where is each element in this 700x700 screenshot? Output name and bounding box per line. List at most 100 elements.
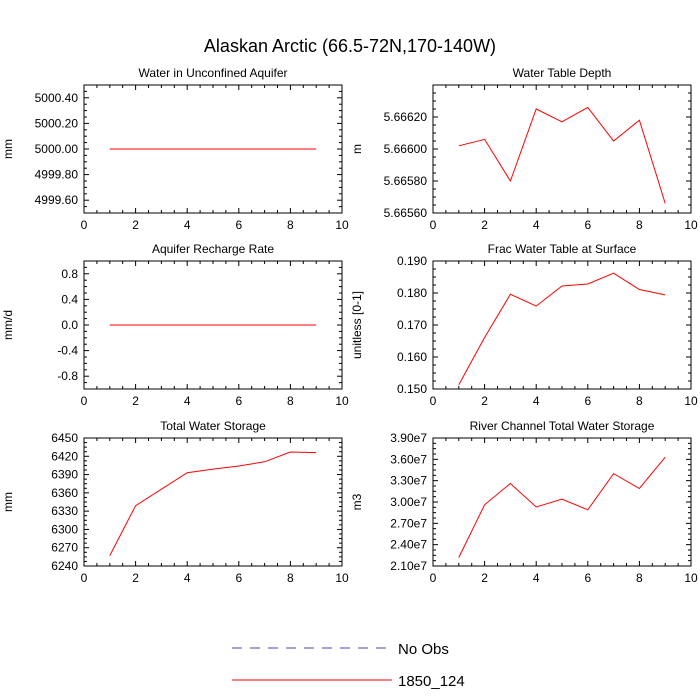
y-tick-label: 3.00e7: [390, 495, 427, 509]
y-tick-label: 6360: [51, 486, 78, 500]
x-tick-label: 4: [533, 571, 540, 585]
y-tick-label: 0.4: [61, 292, 78, 306]
y-tick-label: 2.10e7: [390, 559, 427, 573]
panel-title: Frac Water Table at Surface: [488, 242, 637, 256]
x-tick-label: 2: [132, 218, 139, 232]
y-axis-label: mm/d: [1, 310, 15, 340]
x-tick-label: 6: [584, 394, 591, 408]
y-tick-label: 2.40e7: [390, 538, 427, 552]
x-tick-label: 2: [481, 571, 488, 585]
x-tick-label: 0: [430, 571, 437, 585]
y-tick-label: 6300: [51, 522, 78, 536]
plot-frame: [432, 260, 692, 390]
panels: Water in Unconfined Aquifer mm 0 2 4 6 8 10 4999…: [1, 66, 698, 585]
y-tick-label: 0.160: [397, 350, 427, 364]
y-tick-label: 0.8: [61, 267, 78, 281]
panel-title: River Channel Total Water Storage: [470, 419, 655, 433]
x-tick-label: 0: [81, 571, 88, 585]
x-tick-label: 0: [81, 218, 88, 232]
y-tick-label: 5000.00: [35, 142, 79, 156]
x-tick-label: 10: [684, 571, 698, 585]
series-line-1850-124: [458, 272, 666, 386]
x-tick-label: 2: [132, 571, 139, 585]
panel-frac-water-table-at-surface: Frac Water Table at Surface unitless [0-1…: [350, 242, 698, 408]
x-tick-label: 6: [584, 218, 591, 232]
x-tick-label: 10: [684, 218, 698, 232]
plot-frame: [83, 437, 343, 567]
y-tick-label: 5.66560: [384, 206, 428, 220]
y-tick-label: 5000.40: [35, 91, 79, 105]
x-tick-label: 6: [235, 394, 242, 408]
x-tick-label: 4: [533, 218, 540, 232]
series-line-1850-124: [109, 451, 317, 556]
y-tick-label: 4999.60: [35, 193, 79, 207]
y-tick-label: 6270: [51, 541, 78, 555]
y-tick-label: 5.66620: [384, 110, 428, 124]
x-tick-label: 4: [184, 218, 191, 232]
x-tick-label: 8: [636, 394, 643, 408]
panel-title: Aquifer Recharge Rate: [152, 242, 274, 256]
y-tick-label: 3.30e7: [390, 474, 427, 488]
x-tick-label: 2: [481, 394, 488, 408]
x-tick-label: 10: [335, 571, 349, 585]
x-tick-label: 6: [235, 571, 242, 585]
y-axis-label: unitless [0-1]: [350, 291, 364, 359]
y-tick-label: 4999.80: [35, 168, 79, 182]
y-axis-label: m3: [350, 493, 364, 510]
panel-water-in-unconfined-aquifer: Water in Unconfined Aquifer mm 0 2 4 6 8 10 4999…: [1, 66, 349, 232]
x-tick-label: 10: [335, 218, 349, 232]
x-tick-label: 8: [287, 218, 294, 232]
x-tick-label: 0: [430, 394, 437, 408]
y-tick-label: 0.0: [61, 318, 78, 332]
y-tick-label: -0.8: [57, 369, 78, 383]
legend-label-1850-124: 1850_124: [398, 673, 465, 690]
x-tick-label: 4: [533, 394, 540, 408]
y-tick-label: 6420: [51, 449, 78, 463]
y-axis-label: mm: [1, 492, 15, 512]
x-tick-label: 8: [287, 571, 294, 585]
y-tick-label: 6390: [51, 468, 78, 482]
y-axis-label: m: [350, 144, 364, 154]
series-line-1850-124: [458, 106, 666, 204]
y-tick-label: 0.180: [397, 286, 427, 300]
x-tick-label: 6: [235, 218, 242, 232]
legend-label-no-obs: No Obs: [398, 641, 449, 658]
y-tick-label: 2.70e7: [390, 516, 427, 530]
panel-river-channel-total-water-storage: River Channel Total Water Storage m3 0 2 4 6 8…: [350, 419, 698, 585]
panel-total-water-storage: Total Water Storage mm 0 2 4 6 8 10 6240 6270 6300…: [1, 419, 349, 585]
y-tick-label: 6450: [51, 431, 78, 445]
y-tick-label: -0.4: [57, 344, 78, 358]
y-axis-label: mm: [1, 139, 15, 159]
y-tick-label: 3.90e7: [390, 431, 427, 445]
figure-title: Alaskan Arctic (66.5-72N,170-140W): [204, 36, 496, 56]
panel-title: Water Table Depth: [513, 66, 612, 80]
x-tick-label: 0: [430, 218, 437, 232]
x-tick-label: 10: [335, 394, 349, 408]
series-line-1850-124: [458, 456, 666, 558]
x-tick-label: 8: [636, 218, 643, 232]
y-tick-label: 0.170: [397, 318, 427, 332]
y-tick-label: 0.150: [397, 382, 427, 396]
plot-frame: [432, 437, 692, 567]
y-tick-label: 3.60e7: [390, 452, 427, 466]
x-tick-label: 4: [184, 394, 191, 408]
y-tick-label: 0.190: [397, 254, 427, 268]
plot-frame: [432, 84, 692, 214]
x-tick-label: 8: [287, 394, 294, 408]
y-tick-label: 6240: [51, 559, 78, 573]
panel-water-table-depth: Water Table Depth m 0 2 4 6 8 10 5.66560 5.66580 5…: [350, 66, 698, 232]
x-tick-label: 2: [132, 394, 139, 408]
panel-title: Total Water Storage: [160, 419, 266, 433]
legend: No Obs 1850_124: [232, 641, 465, 690]
panel-title: Water in Unconfined Aquifer: [139, 66, 288, 80]
y-tick-label: 5.66580: [384, 174, 428, 188]
x-tick-label: 6: [584, 571, 591, 585]
y-tick-label: 6330: [51, 504, 78, 518]
y-tick-label: 5.66600: [384, 142, 428, 156]
x-tick-label: 4: [184, 571, 191, 585]
panel-aquifer-recharge-rate: Aquifer Recharge Rate mm/d 0 2 4 6 8 10 -0.8 -0.4…: [1, 242, 349, 408]
x-tick-label: 0: [81, 394, 88, 408]
x-tick-label: 8: [636, 571, 643, 585]
x-tick-label: 10: [684, 394, 698, 408]
